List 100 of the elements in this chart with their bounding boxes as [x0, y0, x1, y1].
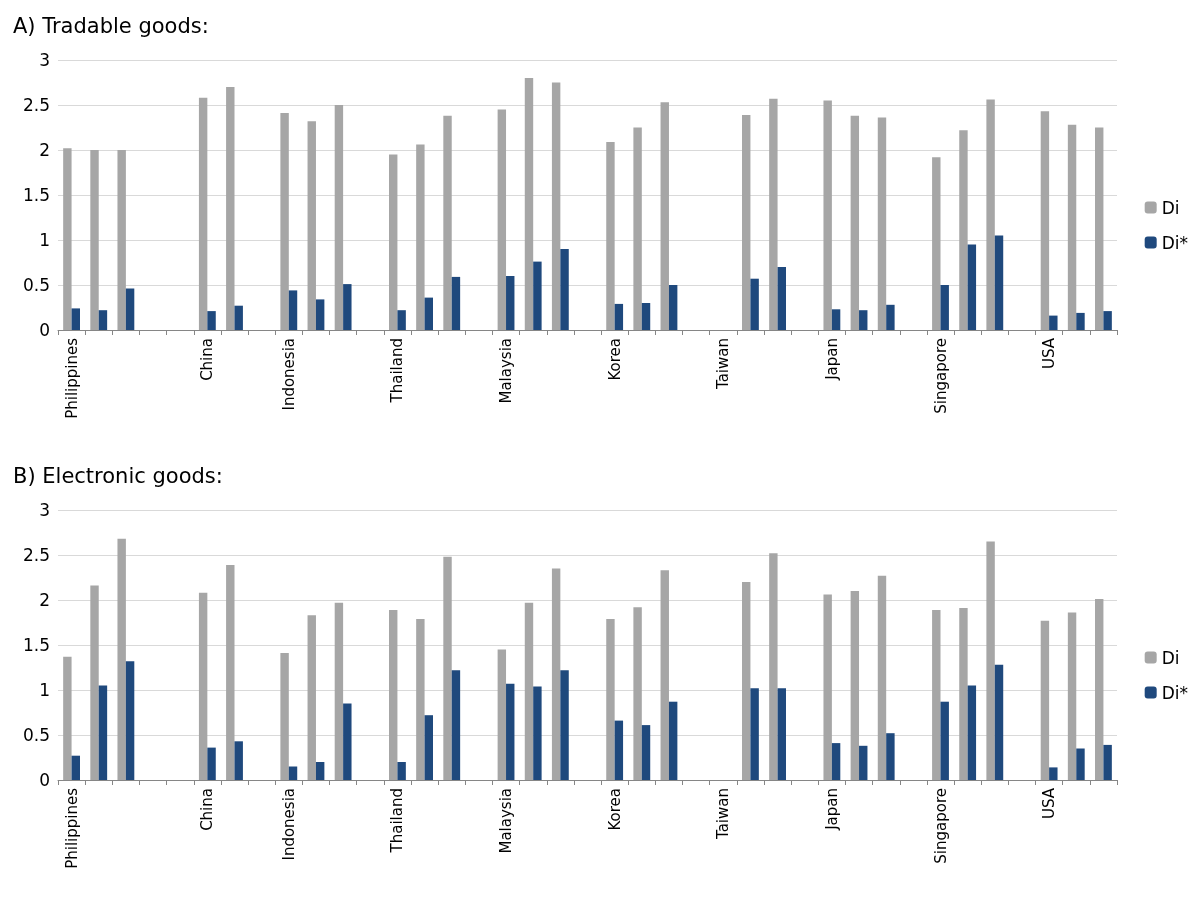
x-tick-label: USA [1040, 337, 1059, 370]
bar [451, 670, 461, 780]
bar [226, 87, 235, 330]
bar [443, 556, 452, 780]
x-tick-label: China [198, 338, 217, 381]
bar [234, 741, 243, 780]
bar [777, 688, 786, 780]
y-tick-label: 2 [39, 140, 50, 160]
x-tick-label: Japan [822, 788, 841, 831]
bar [994, 235, 1004, 330]
bar [932, 609, 941, 780]
bar [451, 276, 461, 330]
bar [307, 121, 316, 330]
bar [334, 105, 344, 330]
bar [315, 762, 325, 780]
bar [668, 701, 678, 780]
bar [343, 284, 352, 330]
bar [1067, 612, 1077, 780]
bar [886, 304, 895, 330]
bar [1049, 767, 1058, 780]
bar [524, 602, 534, 780]
bar [986, 541, 995, 780]
bar [932, 157, 941, 330]
bar [560, 249, 569, 330]
y-tick-label: 1 [39, 680, 50, 700]
bar [1076, 312, 1085, 330]
bar [750, 688, 759, 780]
y-tick-label: 3 [39, 50, 50, 70]
y-tick-label: 1 [39, 230, 50, 250]
bar [986, 99, 995, 330]
bar [207, 311, 216, 330]
bar [198, 97, 208, 330]
bar [234, 305, 243, 330]
bar [497, 649, 507, 780]
bar [280, 113, 289, 330]
bar [831, 309, 841, 330]
bar [1103, 744, 1112, 780]
bar [207, 747, 216, 780]
bar [90, 585, 99, 780]
bar [959, 130, 968, 330]
bar [307, 615, 316, 780]
bar [226, 564, 235, 780]
bar [769, 98, 778, 330]
bar [967, 685, 977, 780]
bar [641, 303, 651, 330]
bar [389, 154, 398, 330]
x-tick-label: Indonesia [279, 338, 298, 411]
bar [823, 100, 832, 330]
bar [1095, 127, 1104, 330]
bar [334, 602, 344, 780]
bar [506, 683, 515, 780]
bar [315, 299, 325, 330]
bar [994, 664, 1004, 780]
chart-title: A) Tradable goods: [13, 13, 209, 38]
bar [90, 150, 99, 330]
bar [633, 607, 642, 780]
bar [443, 115, 452, 330]
x-tick-label: Philippines [62, 787, 81, 869]
chart-title: B) Electronic goods: [13, 463, 223, 488]
bar [397, 762, 406, 780]
y-tick-label: 0 [39, 770, 50, 790]
bar [742, 582, 751, 780]
bar [641, 725, 651, 780]
bar [71, 308, 80, 330]
legend-label: Di* [1161, 682, 1189, 703]
bar [117, 538, 126, 780]
bar [940, 285, 949, 330]
bar [633, 127, 642, 330]
x-tick-label: China [198, 788, 217, 831]
bar [769, 553, 778, 780]
y-tick-label: 2.5 [22, 545, 50, 565]
x-tick-label: Malaysia [497, 788, 516, 854]
bar [63, 656, 72, 780]
bar [742, 114, 751, 330]
bar [1095, 599, 1104, 780]
bar [967, 244, 977, 330]
bar [98, 685, 108, 780]
x-tick-label: Korea [605, 338, 624, 381]
y-tick-label: 3 [39, 500, 50, 520]
bar [1049, 315, 1058, 330]
bar [850, 115, 860, 330]
bar [551, 568, 561, 780]
bar [198, 592, 208, 780]
legend-label: Di* [1161, 232, 1189, 253]
y-tick-label: 2 [39, 590, 50, 610]
bar [614, 720, 624, 780]
bar [831, 743, 841, 780]
y-tick-label: 0 [39, 320, 50, 340]
x-tick-label: Philippines [62, 337, 81, 419]
bar [117, 150, 126, 330]
bar [606, 141, 615, 330]
bar [71, 755, 80, 780]
bar [524, 78, 534, 330]
bar [750, 278, 759, 330]
x-tick-label: Taiwan [714, 338, 733, 391]
bar [416, 618, 425, 780]
bar [533, 261, 542, 330]
bar [560, 670, 569, 780]
bar [614, 303, 624, 330]
x-tick-label: Singapore [931, 788, 950, 864]
